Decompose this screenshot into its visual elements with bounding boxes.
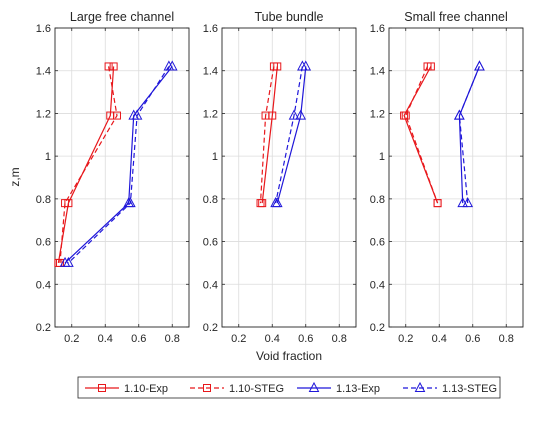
x-tick-label: 0.8 (332, 333, 347, 345)
y-tick-label: 1.2 (370, 108, 385, 120)
y-tick-label: 0.6 (370, 237, 385, 249)
y-tick-label: 1 (45, 151, 51, 163)
series-line (57, 66, 115, 263)
square-marker (256, 199, 265, 208)
series-line (405, 66, 439, 204)
square-marker (269, 62, 278, 71)
triangle-marker (454, 109, 465, 120)
series-line (275, 66, 303, 204)
panel-2: 0.2 0.4 0.6 0.8 0.2 0.4 0.6 0.8 1 1.2 1.4 1.6 Tube b… (203, 10, 357, 345)
y-tick-label: 0.4 (36, 279, 51, 291)
y-tick-label: 0.8 (370, 194, 385, 206)
series-line (261, 66, 278, 204)
y-tick-label: 1.2 (203, 108, 218, 120)
panel-3: 0.2 0.4 0.6 0.8 0.2 0.4 0.6 0.8 1 1.2 1.4 1.6 Small … (370, 10, 524, 345)
panel-title: Tube bundle (254, 10, 323, 24)
plot-area (55, 28, 189, 327)
legend-label: 1.10-Exp (124, 383, 168, 395)
plot-area (389, 28, 523, 327)
square-marker (109, 62, 118, 71)
y-tick-label: 1.4 (203, 66, 218, 78)
legend-box (77, 376, 501, 399)
axes-box (54, 27, 190, 328)
x-axis-label: Void fraction (256, 349, 322, 363)
series-line (59, 66, 118, 263)
legend-label: 1.10-STEG (229, 383, 284, 395)
x-tick-label: 0.2 (398, 333, 413, 345)
legend-label: 1.13-STEG (442, 383, 497, 395)
series-line (458, 66, 480, 204)
legend-square-marker (98, 384, 106, 392)
panel-title: Large free channel (70, 10, 174, 24)
y-tick-label: 1.4 (36, 66, 51, 78)
x-tick-label: 0.4 (265, 333, 280, 345)
y-tick-label: 1 (379, 151, 385, 163)
y-tick-label: 0.4 (203, 279, 218, 291)
square-marker (261, 111, 270, 120)
legend-square-marker (203, 384, 211, 392)
x-tick-label: 0.4 (98, 333, 113, 345)
x-tick-label: 0.8 (165, 333, 180, 345)
triangle-marker (462, 197, 474, 208)
triangle-marker (474, 60, 485, 71)
legend-triangle-marker (308, 381, 320, 392)
legend-label: 1.13-Exp (336, 383, 380, 395)
x-tick-label: 0.2 (64, 333, 79, 345)
square-marker (104, 62, 113, 71)
axes-box (388, 27, 524, 328)
series-line (64, 66, 173, 264)
triangle-marker (125, 197, 136, 208)
triangle-marker (288, 109, 300, 120)
triangle-marker (163, 60, 175, 71)
y-tick-label: 1.4 (370, 66, 385, 78)
y-tick-label: 0.8 (36, 194, 51, 206)
plot-area (222, 28, 356, 327)
series-line (259, 66, 275, 204)
y-tick-label: 0.2 (203, 322, 218, 334)
y-tick-label: 0.8 (203, 194, 218, 206)
triangle-marker (63, 256, 74, 267)
square-marker (112, 111, 121, 120)
panel-title: Small free channel (404, 10, 508, 24)
x-tick-label: 0.6 (131, 333, 146, 345)
x-tick-label: 0.2 (231, 333, 246, 345)
y-tick-label: 1 (212, 151, 218, 163)
triangle-marker (270, 197, 281, 208)
x-tick-label: 0.4 (432, 333, 447, 345)
square-marker (401, 111, 410, 120)
y-tick-label: 0.2 (370, 322, 385, 334)
triangle-marker (131, 109, 143, 120)
y-axis-label: z,m (8, 167, 22, 186)
x-tick-label: 0.6 (298, 333, 313, 345)
legend-triangle-marker (414, 381, 426, 392)
triangle-marker (297, 60, 308, 71)
square-marker (61, 199, 70, 208)
y-tick-label: 1.6 (203, 23, 218, 35)
legend: 1.10-Exp 1.10-STEG 1.13-Exp 1.13-STEG (77, 376, 501, 399)
y-tick-label: 1.2 (36, 108, 51, 120)
y-tick-label: 0.4 (370, 279, 385, 291)
x-tick-label: 0.8 (499, 333, 514, 345)
y-tick-label: 1.6 (370, 23, 385, 35)
y-tick-label: 0.6 (36, 237, 51, 249)
panel-1: 0.2 0.4 0.6 0.8 0.2 0.4 0.6 0.8 1 1.2 1.4 1.6 Large … (36, 10, 190, 345)
y-tick-label: 0.6 (203, 237, 218, 249)
y-tick-label: 0.2 (36, 322, 51, 334)
square-marker (433, 199, 442, 208)
x-tick-label: 0.6 (465, 333, 480, 345)
triangle-marker (295, 109, 307, 120)
y-tick-label: 1.6 (36, 23, 51, 35)
axes-box (221, 27, 357, 328)
square-marker (423, 62, 432, 71)
series-line (276, 66, 307, 204)
